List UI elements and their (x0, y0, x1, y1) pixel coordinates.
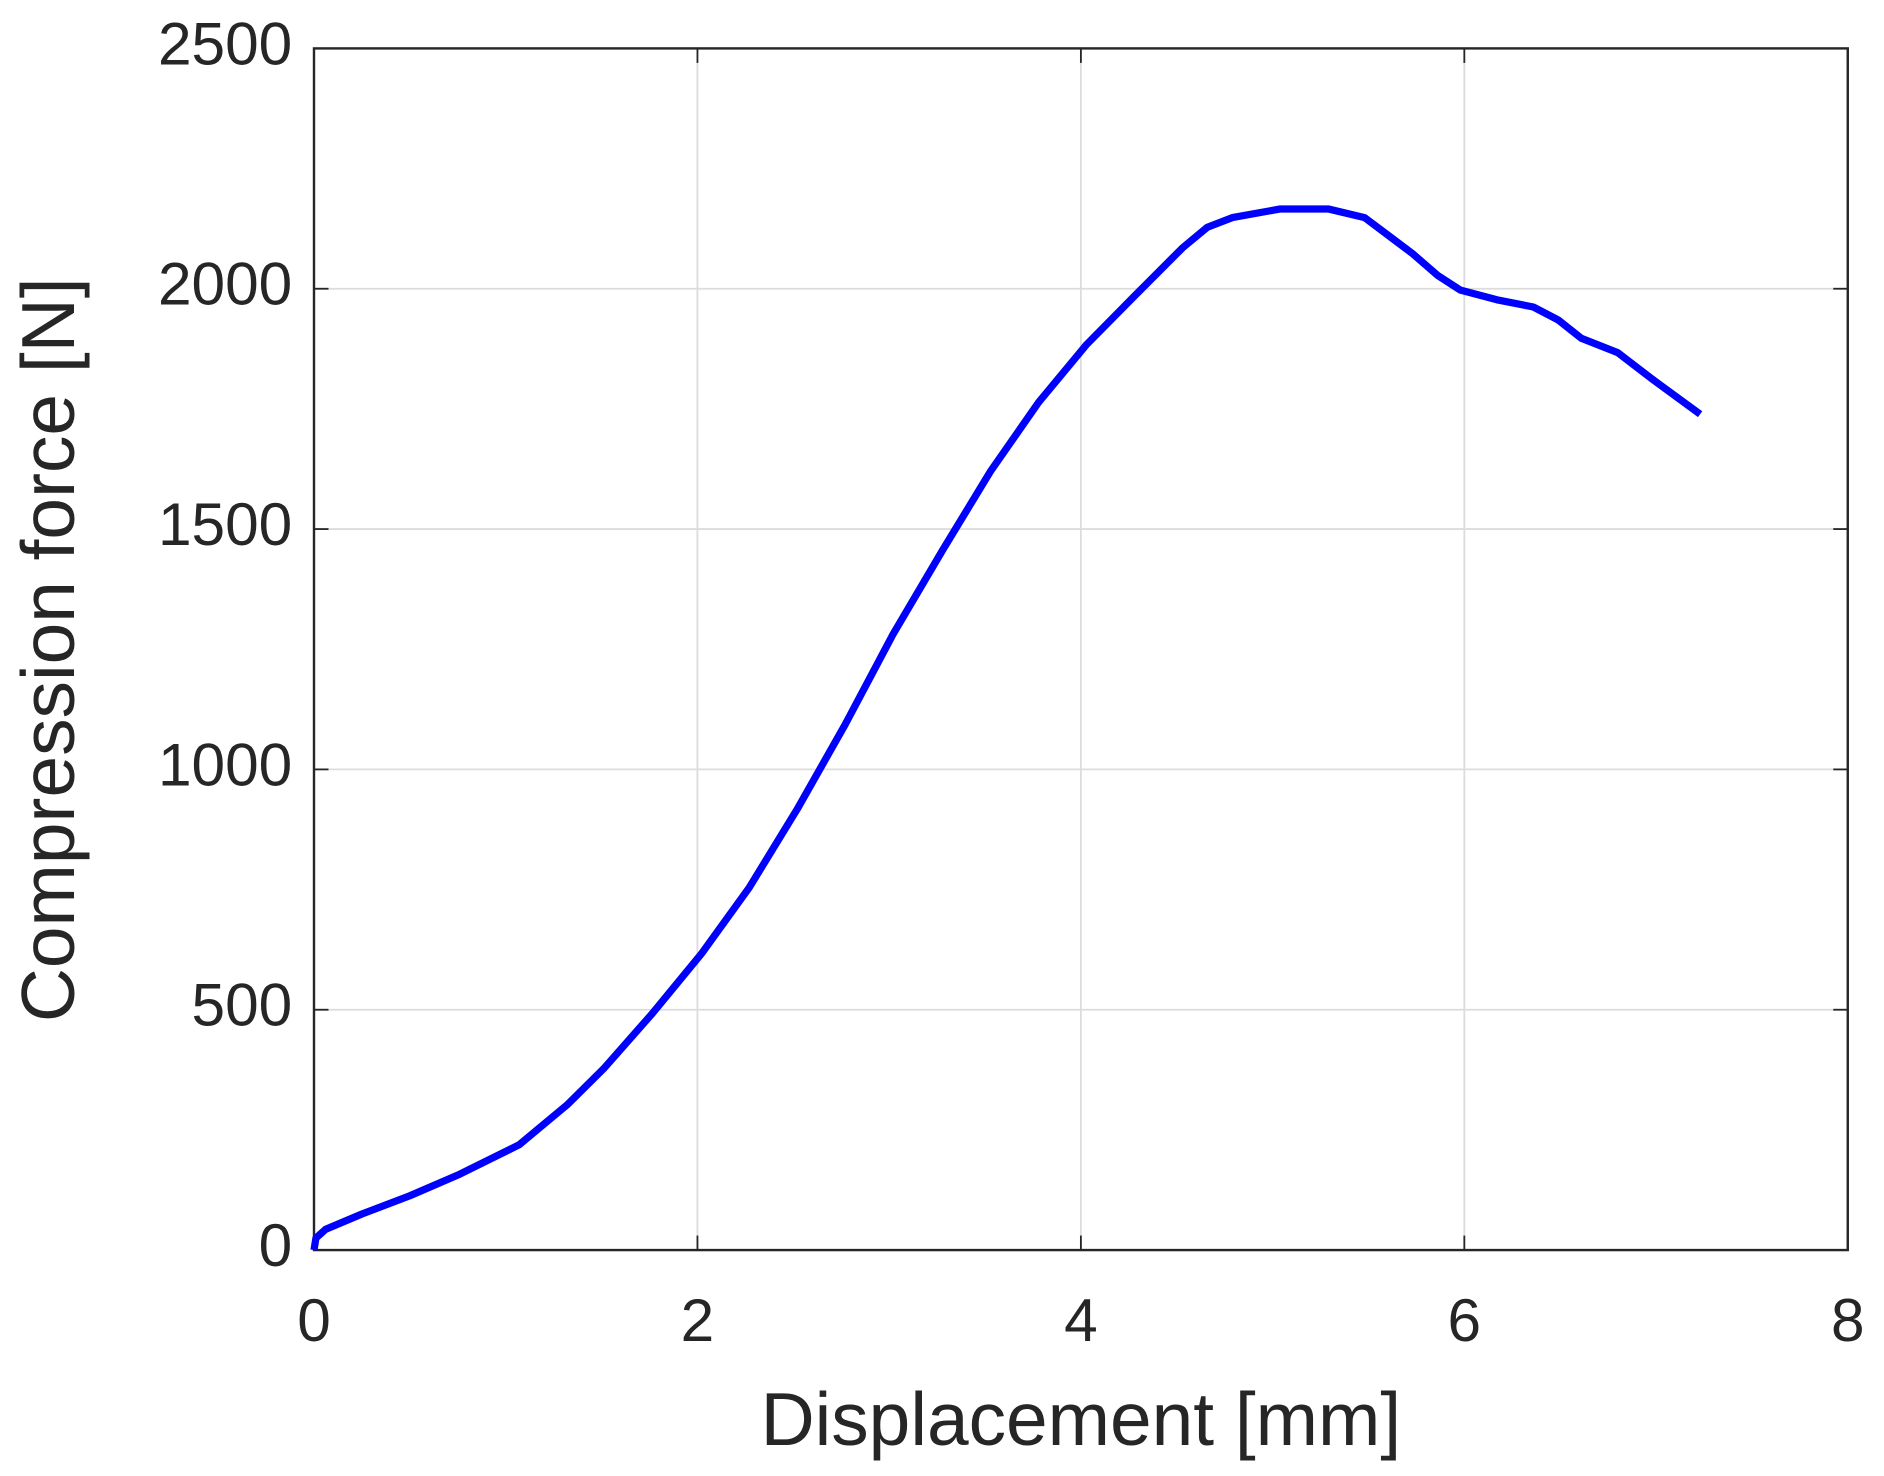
y-tick-label: 2500 (158, 9, 292, 77)
plot-frame (312, 47, 1849, 1252)
x-tick-label: 4 (1064, 1286, 1098, 1354)
x-tick-label: 2 (681, 1286, 715, 1354)
y-axis-label: Compression force [N] (6, 277, 90, 1022)
y-tick-label: 500 (192, 971, 293, 1039)
x-tick-label: 8 (1831, 1286, 1865, 1354)
data-line (310, 205, 1703, 1251)
y-tick-label: 1000 (158, 730, 292, 798)
y-tick-label: 0 (259, 1211, 293, 1279)
x-tick-label: 0 (297, 1286, 331, 1354)
x-axis-label: Displacement [mm] (761, 1377, 1402, 1461)
x-tick-label: 6 (1448, 1286, 1482, 1354)
y-tick-label: 1500 (158, 490, 292, 558)
y-tick-label: 2000 (158, 250, 292, 318)
